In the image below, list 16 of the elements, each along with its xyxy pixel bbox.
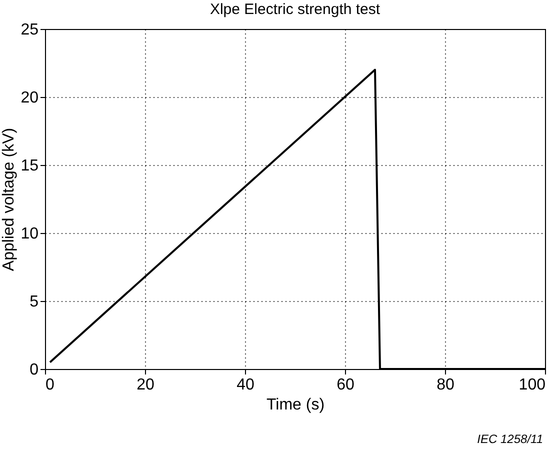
x-tick-label: 60	[336, 376, 354, 394]
x-axis-title: Time (s)	[266, 396, 325, 414]
y-tick-label: 20	[20, 90, 39, 106]
y-tick-label: 10	[20, 226, 39, 242]
x-tick-label: 0	[46, 376, 54, 394]
x-tick-label: 20	[136, 376, 154, 394]
y-tick-label: 15	[20, 158, 39, 174]
x-tick-label: 100	[518, 376, 546, 394]
y-axis-title: Applied voltage (kV)	[0, 128, 18, 272]
text: IEC 1258/11	[477, 432, 543, 446]
y-tick-label: 5	[30, 294, 39, 310]
chart-title: Xlpe Electric strength test	[210, 1, 381, 18]
y-tick-label: 0	[30, 362, 39, 378]
x-tick-label: 40	[236, 376, 254, 394]
y-tick-label: 25	[20, 22, 39, 38]
x-tick-label: 80	[436, 376, 454, 394]
